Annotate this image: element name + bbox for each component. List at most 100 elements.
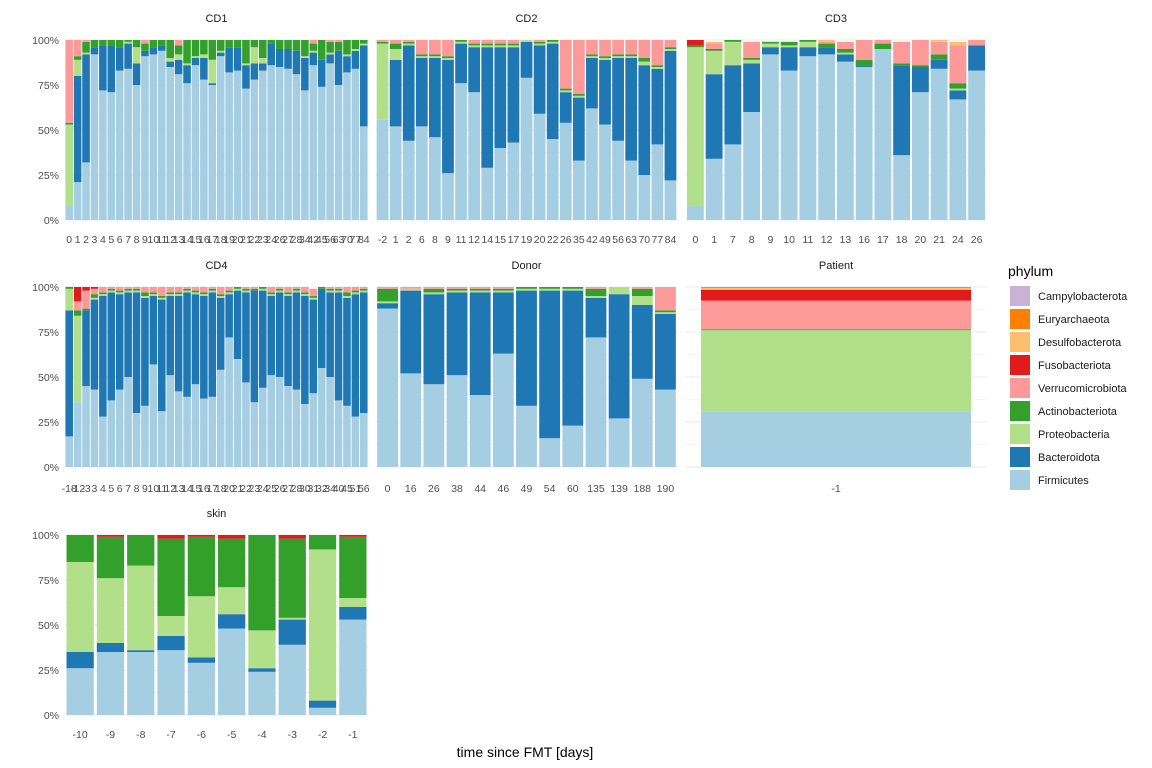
x-tick-label: -8 [136, 729, 145, 741]
segment-firmicutes [124, 68, 132, 220]
segment-actinobacteriota [612, 54, 624, 57]
x-tick-label: 15 [494, 234, 506, 246]
segment-proteobacteria [216, 50, 225, 53]
x-tick-label: 63 [333, 234, 345, 246]
segment-firmicutes [494, 148, 507, 220]
bar-skin-1 [339, 535, 367, 715]
x-tick-label: 135 [587, 483, 605, 495]
x-tick-label: 14 [181, 234, 193, 246]
segment-proteobacteria [309, 297, 318, 300]
segment-actinobacteriota [284, 292, 292, 295]
bar-cd1-77 [351, 40, 360, 220]
x-tick-label: 11 [802, 234, 813, 246]
segment-actinobacteriota [284, 40, 292, 49]
segment-bacteroidota [225, 294, 233, 338]
segment-bacteroidota [284, 296, 292, 386]
segment-actinobacteriota [780, 41, 798, 46]
segment-bacteroidota [242, 65, 250, 89]
segment-bacteroidota [423, 294, 445, 385]
bar-cd1-1 [73, 40, 82, 220]
x-tick-label: 9 [767, 234, 773, 246]
segment-bacteroidota [132, 292, 141, 413]
segment-actinobacteriota [339, 536, 367, 598]
segment-actinobacteriota [149, 292, 158, 295]
segment-bacteroidota [124, 43, 132, 69]
segment-actinobacteriota [242, 288, 250, 291]
bar-cd1-12 [166, 40, 174, 220]
segment-firmicutes [326, 377, 334, 467]
x-tick-label: 10 [148, 234, 160, 246]
bar-cd4-23 [250, 287, 259, 467]
segment-bacteroidota [468, 47, 481, 93]
segment-verrucomicrobiota [893, 41, 911, 64]
segment-verrucomicrobiota [141, 40, 149, 44]
segment-firmicutes [651, 144, 664, 220]
segment-actinobacteriota [930, 54, 948, 60]
segment-firmicutes [183, 396, 191, 467]
legend-item-proteobacteria: Proteobacteria [1010, 424, 1110, 444]
segment-bacteroidota [200, 58, 208, 80]
segment-actinobacteriota [99, 292, 107, 295]
bar-cd4-31 [309, 288, 318, 467]
segment-actinobacteriota [149, 40, 158, 48]
segment-bacteroidota [250, 290, 259, 403]
x-tick-label: 20 [534, 234, 546, 246]
segment-firmicutes [216, 369, 225, 467]
segment-firmicutes [149, 54, 158, 221]
x-tick-label: 20 [232, 234, 244, 246]
bar-cd2-6 [415, 40, 428, 220]
segment-firmicutes [415, 126, 428, 220]
segment-firmicutes [301, 404, 309, 467]
segment-desulfobacterota [818, 40, 836, 42]
segment-actinobacteriota [275, 288, 284, 291]
y-tick-label: 75% [38, 327, 59, 339]
segment-actinobacteriota [343, 40, 351, 55]
segment-proteobacteria [124, 41, 132, 44]
bar-cd3-17 [874, 40, 892, 220]
legend-label: Desulfobacterota [1038, 337, 1122, 349]
segment-bacteroidota [275, 292, 284, 377]
x-tick-label: -1 [348, 729, 357, 741]
segment-proteobacteria [278, 617, 306, 620]
bar-cd3-7 [724, 40, 742, 220]
segment-firmicutes [360, 413, 368, 467]
segment-proteobacteria [301, 294, 309, 296]
segment-actinobacteriota [166, 292, 174, 295]
segment-verrucomicrobiota [267, 287, 275, 293]
x-tick-label: 14 [481, 234, 493, 246]
segment-firmicutes [90, 54, 99, 221]
panel-title: CD3 [825, 13, 847, 25]
segment-firmicutes [780, 70, 798, 220]
segment-firmicutes [115, 389, 124, 467]
x-tick-label: 22 [547, 234, 559, 246]
bar-cd2-56 [612, 40, 624, 220]
segment-actinobacteriota [225, 290, 233, 293]
segment-firmicutes [309, 65, 318, 220]
segment-actinobacteriota [242, 40, 250, 64]
segment-bacteroidota [724, 65, 742, 145]
segment-proteobacteria [216, 296, 225, 298]
bar-cd3-12 [818, 40, 836, 221]
y-tick-label: 100% [32, 35, 59, 47]
segment-actinobacteriota [546, 40, 559, 42]
segment-proteobacteria [326, 290, 334, 293]
bar-donor-135 [585, 287, 607, 467]
segment-actinobacteriota [301, 40, 309, 57]
x-tick-label: 21 [933, 234, 945, 246]
segment-firmicutes [516, 405, 537, 467]
x-tick-label: 63 [625, 234, 637, 246]
segment-actinobacteriota [377, 288, 398, 302]
y-tick-label: 25% [38, 170, 59, 182]
legend-label: Bacteroidota [1038, 452, 1101, 464]
segment-firmicutes [141, 405, 149, 467]
x-tick-label: -12 [70, 483, 85, 495]
segment-actinobacteriota [124, 288, 132, 291]
segment-bacteroidota [208, 83, 217, 85]
segment-firmicutes [701, 411, 971, 467]
segment-firmicutes [73, 182, 82, 220]
x-tick-label: 17 [508, 234, 520, 246]
bar-cd3-18 [893, 41, 911, 220]
segment-actinobacteriota [141, 292, 149, 296]
segment-actinobacteriota [301, 292, 309, 295]
segment-firmicutes [284, 68, 292, 220]
